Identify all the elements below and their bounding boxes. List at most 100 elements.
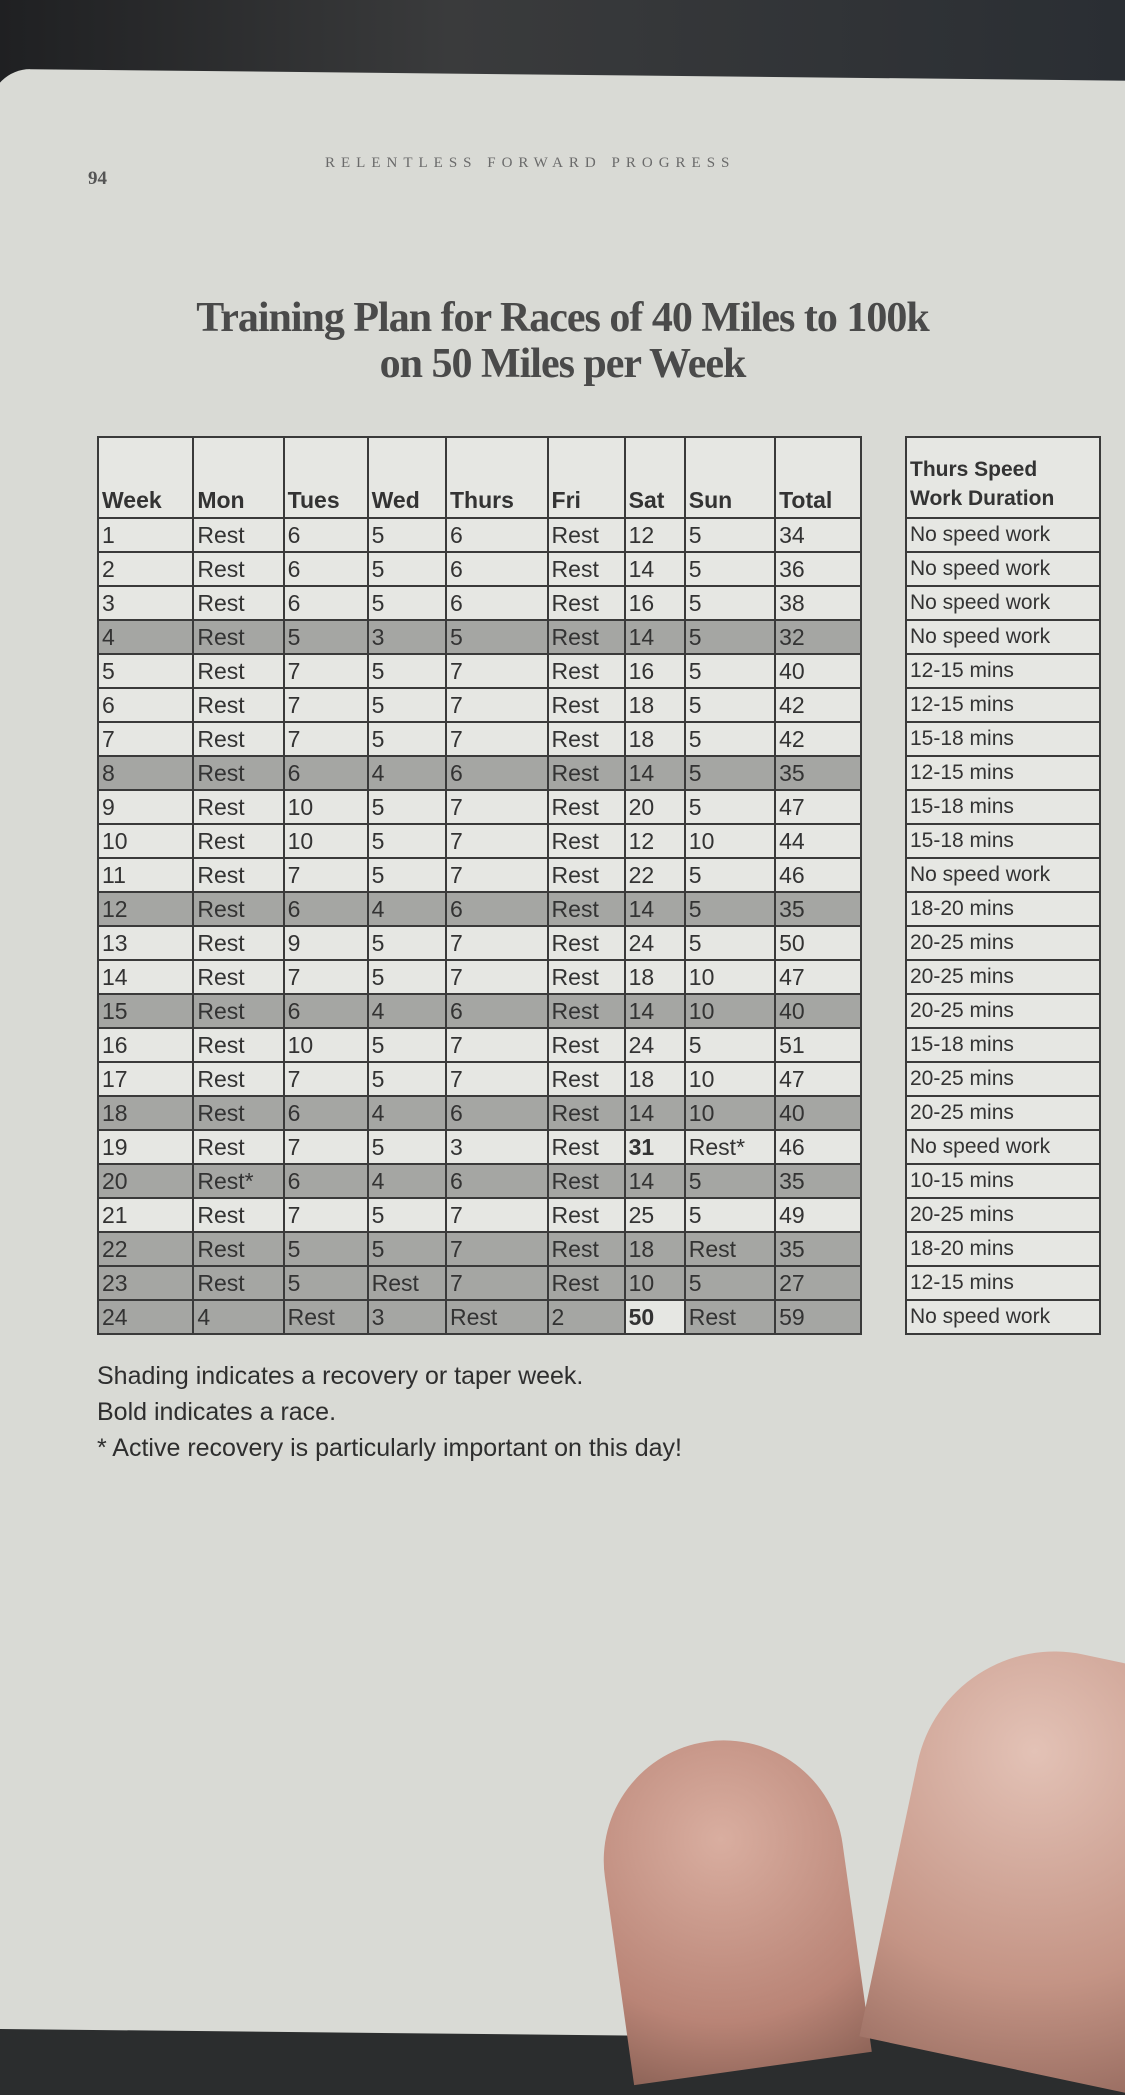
table-cell: 7 bbox=[282, 687, 369, 723]
table-cell: 22 bbox=[96, 1231, 195, 1267]
table-row: 18-20 mins bbox=[905, 891, 1101, 927]
table-cell: 5 bbox=[683, 585, 777, 621]
table-cell: 24 bbox=[623, 925, 686, 961]
table-cell: Rest bbox=[546, 823, 626, 859]
table-cell: 12-15 mins bbox=[905, 653, 1101, 689]
table-cell: 5 bbox=[282, 1231, 369, 1267]
table-cell: Rest bbox=[192, 1095, 285, 1131]
table-row: 10 Rest 10 5 7 Rest 12 10 44 bbox=[96, 823, 862, 859]
table-cell: 15-18 mins bbox=[905, 789, 1101, 825]
note-bold: Bold indicates a race. bbox=[97, 1398, 337, 1426]
table-row: 11 Rest 7 5 7 Rest 22 5 46 bbox=[96, 857, 862, 893]
table-cell: 10 bbox=[282, 1027, 369, 1063]
table-cell: 4 bbox=[366, 891, 447, 927]
table-row: 15-18 mins bbox=[905, 721, 1101, 757]
table-cell: 17 bbox=[96, 1061, 195, 1097]
table-cell: 49 bbox=[774, 1197, 862, 1233]
table-cell: 14 bbox=[623, 993, 686, 1029]
table-row: 12-15 mins bbox=[905, 755, 1101, 791]
table-cell: Rest bbox=[366, 1265, 447, 1301]
table-cell: 5 bbox=[683, 653, 777, 689]
table-cell: Rest bbox=[192, 653, 285, 689]
table-cell: Rest bbox=[192, 1231, 285, 1267]
table-cell: 5 bbox=[683, 551, 777, 587]
table-row: No speed work bbox=[905, 1299, 1101, 1335]
table-cell: 47 bbox=[774, 959, 862, 995]
table-cell: 46 bbox=[774, 1129, 862, 1165]
table-cell: 6 bbox=[444, 517, 549, 553]
table-cell: Rest bbox=[546, 1095, 626, 1131]
table-cell: 6 bbox=[444, 585, 549, 621]
table-cell: 6 bbox=[282, 891, 369, 927]
table-cell: 20 bbox=[623, 789, 686, 825]
table-cell: 36 bbox=[774, 551, 862, 587]
table-cell: Rest bbox=[192, 551, 285, 587]
table-cell: 7 bbox=[444, 925, 549, 961]
table-row: No speed work bbox=[905, 551, 1101, 587]
table-cell: 35 bbox=[774, 755, 862, 791]
speed-work-table: Thurs Speed Work Duration No speed work No… bbox=[905, 436, 1101, 1335]
table-cell: 2 bbox=[96, 551, 195, 587]
table-cell: 6 bbox=[282, 755, 369, 791]
table-cell: 35 bbox=[774, 891, 862, 927]
table-cell: 5 bbox=[683, 755, 777, 791]
table-cell: 7 bbox=[444, 1197, 549, 1233]
table-cell: 34 bbox=[774, 517, 862, 553]
table-row: 2 Rest 6 5 6 Rest 14 5 36 bbox=[96, 551, 862, 587]
table-cell: 10 bbox=[683, 823, 777, 859]
table-row: 12 Rest 6 4 6 Rest 14 5 35 bbox=[96, 891, 862, 927]
table-cell: 5 bbox=[366, 585, 447, 621]
table-row: 12-15 mins bbox=[905, 687, 1101, 723]
table-cell: 10-15 mins bbox=[905, 1163, 1101, 1199]
table-row: 4 Rest 5 3 5 Rest 14 5 32 bbox=[96, 619, 862, 655]
table-cell: 40 bbox=[774, 993, 862, 1029]
table-cell: Rest bbox=[546, 1231, 626, 1267]
table-row: 5 Rest 7 5 7 Rest 16 5 40 bbox=[96, 653, 862, 689]
table-cell: 15-18 mins bbox=[905, 721, 1101, 757]
table-cell: 4 bbox=[366, 1095, 447, 1131]
table-row: 10-15 mins bbox=[905, 1163, 1101, 1199]
table-row: 9 Rest 10 5 7 Rest 20 5 47 bbox=[96, 789, 862, 825]
table-cell: 5 bbox=[683, 925, 777, 961]
table-cell: Rest bbox=[546, 1163, 626, 1199]
table-cell: Rest bbox=[546, 1265, 626, 1301]
table-row: 20-25 mins bbox=[905, 959, 1101, 995]
table-cell: 5 bbox=[683, 1265, 777, 1301]
table-cell: No speed work bbox=[905, 1299, 1101, 1335]
table-row: 20-25 mins bbox=[905, 925, 1101, 961]
table-cell: 22 bbox=[623, 857, 686, 893]
table-cell: 5 bbox=[683, 721, 777, 757]
table-cell: Rest bbox=[192, 925, 285, 961]
table-cell: 5 bbox=[96, 653, 195, 689]
table-cell: 18 bbox=[96, 1095, 195, 1131]
table-row: 15 Rest 6 4 6 Rest 14 10 40 bbox=[96, 993, 862, 1029]
table-cell: 7 bbox=[96, 721, 195, 757]
table-cell: 5 bbox=[366, 959, 447, 995]
table-cell: 47 bbox=[774, 789, 862, 825]
table-cell: Rest bbox=[192, 687, 285, 723]
table-cell: 13 bbox=[96, 925, 195, 961]
table-cell: 18 bbox=[623, 1231, 686, 1267]
table-cell: No speed work bbox=[905, 551, 1101, 587]
table-cell: 46 bbox=[774, 857, 862, 893]
table-cell: 8 bbox=[96, 755, 195, 791]
table-cell: Rest bbox=[192, 789, 285, 825]
table-cell: 15-18 mins bbox=[905, 1027, 1101, 1063]
table-cell: 14 bbox=[96, 959, 195, 995]
table-cell: 4 bbox=[366, 755, 447, 791]
table-cell: 20-25 mins bbox=[905, 1197, 1101, 1233]
table-cell: 40 bbox=[774, 1095, 862, 1131]
table-cell: Rest bbox=[192, 1197, 285, 1233]
table-cell: Rest bbox=[546, 959, 626, 995]
table-cell: 5 bbox=[366, 1027, 447, 1063]
table-cell: 59 bbox=[774, 1299, 862, 1335]
table-cell: 3 bbox=[366, 619, 447, 655]
table-row: No speed work bbox=[905, 1129, 1101, 1165]
table-cell: 18 bbox=[623, 1061, 686, 1097]
table-cell: Rest bbox=[192, 585, 285, 621]
table-cell: Rest bbox=[546, 517, 626, 553]
table-cell: 5 bbox=[366, 653, 447, 689]
table-row: 12-15 mins bbox=[905, 1265, 1101, 1301]
table-cell: 5 bbox=[366, 1061, 447, 1097]
table-cell: 15-18 mins bbox=[905, 823, 1101, 859]
